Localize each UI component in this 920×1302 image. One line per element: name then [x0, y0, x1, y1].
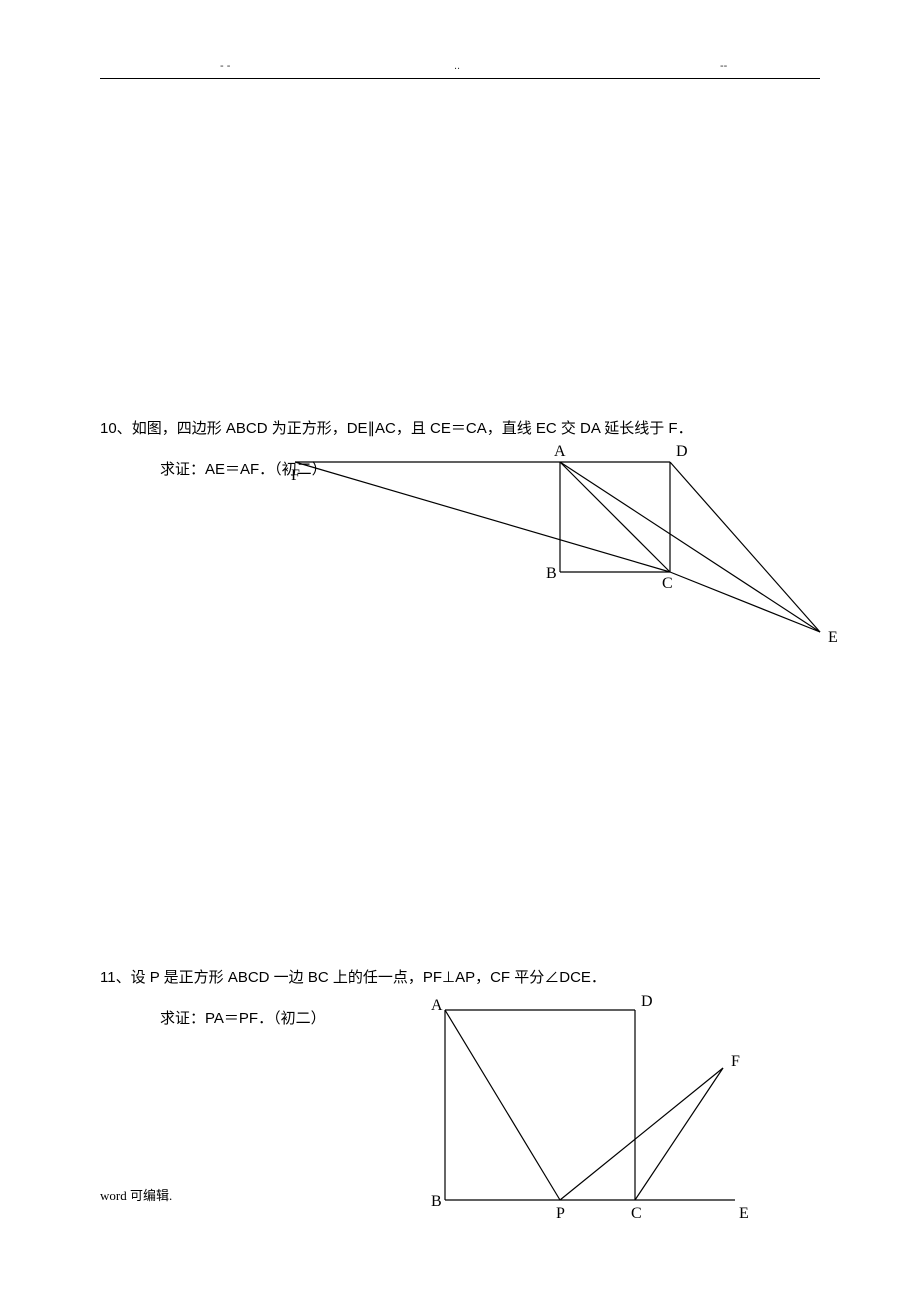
svg-text:C: C	[631, 1205, 642, 1222]
svg-text:F: F	[731, 1053, 740, 1070]
svg-text:D: D	[676, 443, 688, 460]
svg-text:E: E	[828, 629, 838, 646]
svg-text:F: F	[291, 467, 300, 484]
svg-text:E: E	[739, 1205, 749, 1222]
problem-11-figure: ADBCPEF	[425, 1000, 765, 1220]
svg-text:B: B	[431, 1193, 442, 1210]
header-mark-right: --	[720, 60, 727, 72]
problem-10: 10、如图，四边形 ABCD 为正方形，DE∥AC，且 CE＝CA，直线 EC …	[100, 418, 820, 439]
problem-11-number: 11、	[100, 969, 131, 986]
problem-10-number: 10、	[100, 420, 132, 437]
problem-10-text: 如图，四边形 ABCD 为正方形，DE∥AC，且 CE＝CA，直线 EC 交 D…	[132, 420, 693, 437]
svg-text:P: P	[556, 1205, 565, 1222]
problem-11-text: 设 P 是正方形 ABCD 一边 BC 上的任一点，PF⊥AP，CF 平分∠DC…	[131, 969, 606, 986]
problem-11-proof: 求证：PA＝PF．（初二）	[160, 1007, 326, 1028]
problem-10-proof: 求证：AE＝AF．（初二）	[160, 458, 327, 479]
svg-text:C: C	[662, 575, 673, 592]
problem-11: 11、设 P 是正方形 ABCD 一边 BC 上的任一点，PF⊥AP，CF 平分…	[100, 967, 820, 988]
header-mark-left: - -	[220, 60, 230, 72]
svg-text:A: A	[431, 997, 443, 1014]
footer-text: word 可编辑.	[100, 1185, 172, 1204]
svg-text:A: A	[554, 443, 566, 460]
header-rule	[100, 78, 820, 79]
svg-text:B: B	[546, 565, 557, 582]
problem-10-figure: ADBCEF	[330, 452, 850, 672]
svg-text:D: D	[641, 993, 653, 1010]
header-mark-mid: ..	[454, 60, 460, 72]
